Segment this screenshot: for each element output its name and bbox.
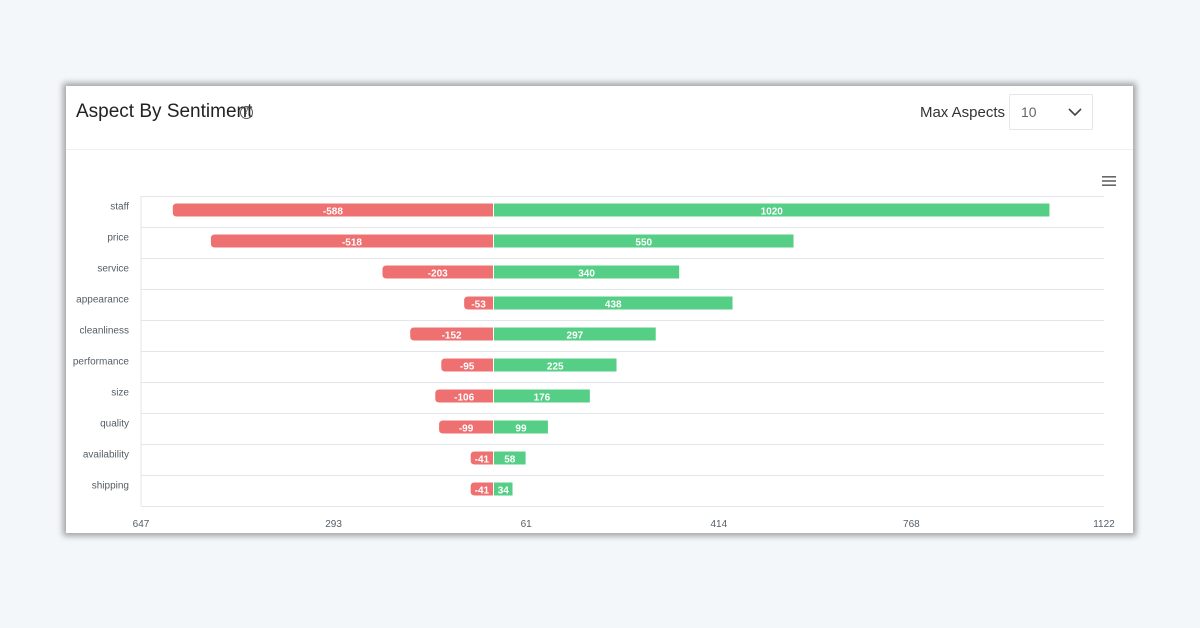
data-label-negative: -106: [454, 393, 474, 404]
data-label-positive: 297: [567, 331, 584, 342]
bar-positive: [494, 389, 590, 403]
bar-positive: [494, 358, 617, 372]
data-label-negative: -588: [323, 207, 343, 218]
data-label-negative: -53: [471, 300, 486, 311]
bar-negative: [441, 358, 493, 372]
category-label: appearance: [76, 295, 129, 306]
data-label-positive: 340: [578, 269, 595, 280]
bar-negative: [172, 203, 493, 217]
data-label-positive: 176: [534, 393, 551, 404]
hamburger-menu-icon[interactable]: [1101, 175, 1117, 187]
x-tick-label: 61: [521, 519, 533, 530]
max-aspects-select[interactable]: 10: [1009, 94, 1093, 130]
data-label-negative: -99: [459, 424, 474, 435]
data-label-positive: 438: [605, 300, 622, 311]
bar-negative: [470, 451, 493, 465]
data-label-negative: -518: [342, 238, 362, 249]
bar-positive: [494, 203, 1050, 217]
bar-positive: [494, 451, 526, 465]
category-label: shipping: [92, 481, 129, 492]
category-label: service: [97, 264, 129, 275]
bar-negative: [464, 296, 493, 310]
data-label-positive: 99: [515, 424, 527, 435]
category-label: performance: [73, 357, 130, 368]
data-label-negative: -95: [460, 362, 475, 373]
data-label-positive: 225: [547, 362, 564, 373]
bar-negative: [470, 482, 493, 496]
max-aspects-value: 10: [1021, 104, 1037, 120]
chevron-down-icon: [1068, 108, 1082, 117]
data-label-positive: 58: [504, 455, 516, 466]
question-circle-icon[interactable]: ?: [240, 106, 253, 119]
data-label-negative: -41: [475, 486, 490, 497]
x-tick-label: 768: [903, 519, 920, 530]
data-label-positive: 1020: [761, 207, 784, 218]
bar-negative: [435, 389, 493, 403]
bar-positive: [494, 265, 680, 279]
max-aspects-label: Max Aspects: [919, 104, 1005, 121]
bar-positive: [494, 327, 656, 341]
bar-negative: [210, 234, 494, 248]
bar-negative: [382, 265, 493, 279]
data-label-negative: -152: [442, 331, 462, 342]
bar-negative: [410, 327, 493, 341]
x-tick-label: 414: [710, 519, 727, 530]
sentiment-bar-chart: staff -588 1020 price -518 550 service -203 340 a…: [73, 196, 1115, 530]
card-header: Aspect By Sentiment ? Max Aspects 10: [66, 86, 1133, 150]
bar-positive: [494, 482, 513, 496]
card-title: Aspect By Sentiment: [76, 101, 253, 122]
bar-positive: [494, 296, 733, 310]
x-tick-label: 647: [133, 519, 150, 530]
category-label: size: [111, 388, 129, 399]
data-label-positive: 550: [635, 238, 652, 249]
x-tick-label: 293: [325, 519, 342, 530]
category-label: price: [107, 233, 129, 244]
bar-positive: [494, 234, 794, 248]
data-label-negative: -41: [475, 455, 490, 466]
bar-negative: [439, 420, 493, 434]
data-label-negative: -203: [428, 269, 448, 280]
category-label: staff: [110, 202, 129, 213]
data-label-positive: 34: [498, 486, 510, 497]
category-label: cleanliness: [80, 326, 129, 337]
bar-positive: [494, 420, 548, 434]
aspect-sentiment-card: Aspect By Sentiment ? Max Aspects 10 sta…: [66, 86, 1133, 533]
category-label: quality: [100, 419, 129, 430]
x-tick-label: 1122: [1093, 519, 1115, 530]
category-label: availability: [83, 450, 129, 461]
